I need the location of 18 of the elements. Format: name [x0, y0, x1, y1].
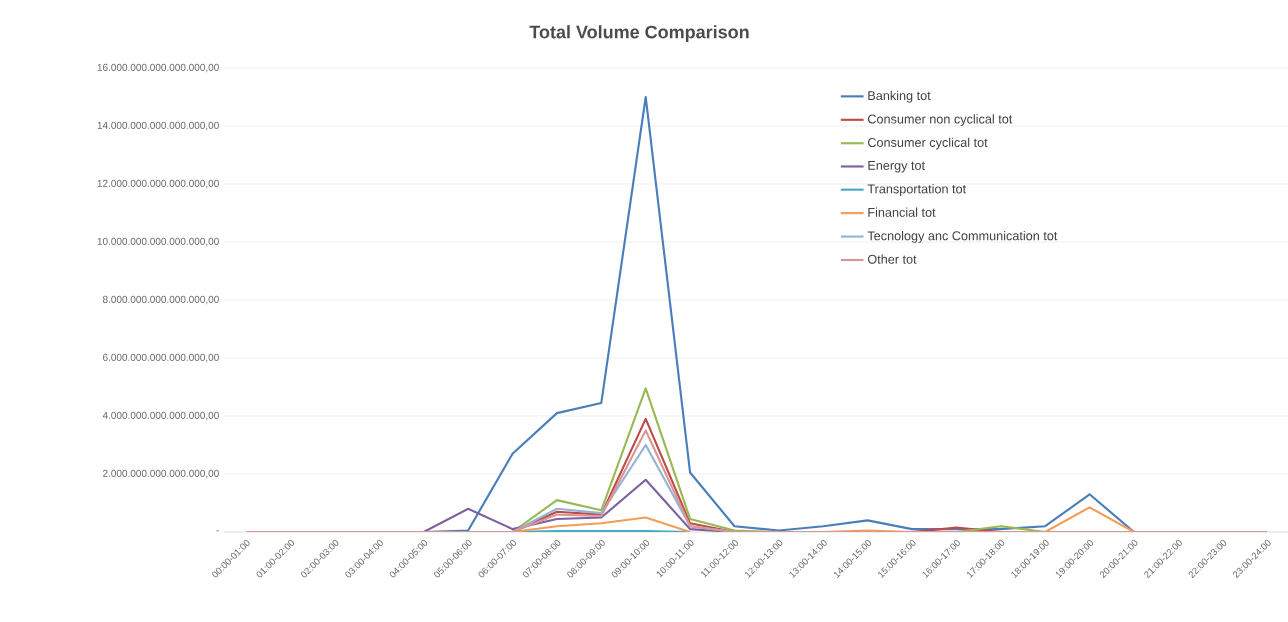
- legend-label: Energy tot: [868, 161, 925, 173]
- y-tick-label: 2.000.000.000.000.000,00: [103, 469, 219, 479]
- y-tick-label: 4.000.000.000.000.000,00: [102, 411, 219, 421]
- y-tick-label: 16.000.000.000.000.000,00: [97, 63, 219, 73]
- legend-label: Other tot: [867, 254, 917, 264]
- y-tick-label: 10.000.000.000.000.000,00: [97, 237, 219, 247]
- legend-label: Consumer non cyclical tot: [867, 114, 1013, 127]
- y-tick-label: 8.000.000.000.000.000,00: [102, 295, 219, 305]
- legend-label: Transportation tot: [867, 184, 967, 196]
- legend-label: Consumer cyclical tot: [867, 137, 988, 150]
- legend-label: Tecnology anc Communication tot: [867, 230, 1058, 243]
- chart-title: Total Volume Comparison: [529, 25, 749, 42]
- y-tick-label: 14.000.000.000.000.000,00: [97, 121, 219, 131]
- legend-label: Banking tot: [868, 90, 931, 103]
- y-tick-label: 6.000.000.000.000.000,00: [103, 353, 219, 363]
- y-tick-label: -: [216, 530, 219, 532]
- legend-label: Financial tot: [868, 207, 936, 217]
- y-tick-label: 12.000.000.000.000.000,00: [97, 179, 219, 189]
